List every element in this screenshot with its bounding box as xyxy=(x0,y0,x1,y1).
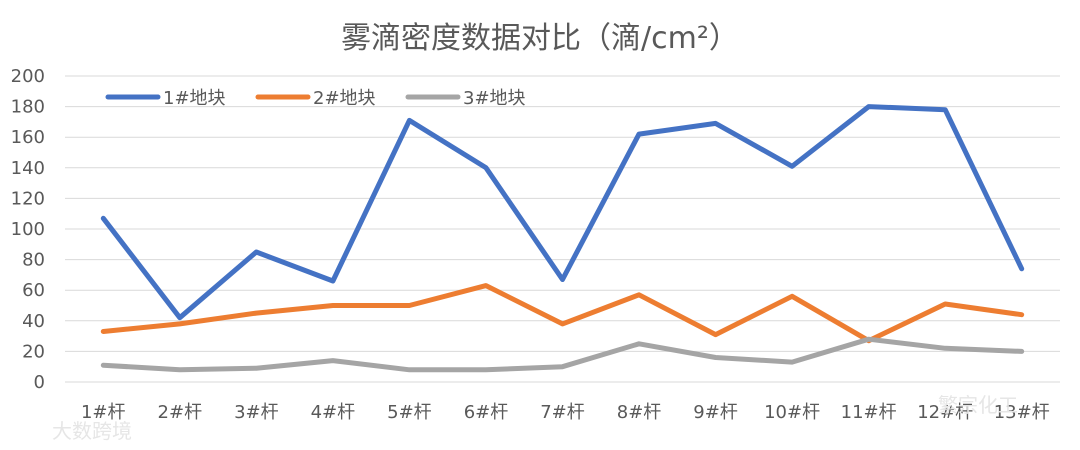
x-axis-ticks: 1#杆 2#杆 3#杆 4#杆 5#杆 6#杆 7#杆 8#杆 9#杆 10#杆 11#杆 12#杆 1… xyxy=(81,402,1050,423)
y-tick-label: 0 xyxy=(34,372,45,393)
series-line-1 xyxy=(100,104,1025,321)
series-lines xyxy=(100,104,1025,373)
x-tick-label: 8#杆 xyxy=(617,402,662,423)
x-tick-label: 3#杆 xyxy=(234,402,279,423)
x-tick-label: 13#杆 xyxy=(994,402,1050,423)
y-axis-ticks: 0 20 40 60 80 100 120 140 160 180 200 xyxy=(11,66,45,393)
x-tick-label: 11#杆 xyxy=(841,402,897,423)
series-line-3 xyxy=(100,336,1025,373)
y-tick-label: 100 xyxy=(11,219,45,240)
x-tick-label: 2#杆 xyxy=(158,402,203,423)
legend: 1#地块 2#地块 3#地块 xyxy=(105,88,526,109)
y-tick-label: 200 xyxy=(11,66,45,87)
x-tick-label: 6#杆 xyxy=(464,402,509,423)
y-tick-label: 20 xyxy=(22,341,45,362)
y-tick-label: 80 xyxy=(22,250,45,271)
y-tick-label: 120 xyxy=(11,188,45,209)
x-tick-label: 1#杆 xyxy=(81,402,126,423)
x-tick-label: 9#杆 xyxy=(693,402,738,423)
x-tick-label: 12#杆 xyxy=(917,402,973,423)
y-tick-label: 60 xyxy=(22,280,45,301)
legend-label-2: 2#地块 xyxy=(313,88,376,109)
watermarks: 大数跨境 繁宗化工 xyxy=(52,393,1018,443)
x-tick-label: 10#杆 xyxy=(764,402,820,423)
y-tick-label: 180 xyxy=(11,97,45,118)
legend-label-3: 3#地块 xyxy=(463,88,526,109)
x-tick-label: 5#杆 xyxy=(387,402,432,423)
x-tick-label: 7#杆 xyxy=(540,402,585,423)
watermark-right: 繁宗化工 xyxy=(938,393,1018,417)
y-tick-label: 40 xyxy=(22,311,45,332)
watermark-left: 大数跨境 xyxy=(52,419,132,443)
y-tick-label: 160 xyxy=(11,127,45,148)
x-tick-label: 4#杆 xyxy=(311,402,356,423)
series-line-2 xyxy=(100,283,1025,344)
chart-title: 雾滴密度数据对比（滴/cm²） xyxy=(341,21,739,56)
legend-label-1: 1#地块 xyxy=(163,88,226,109)
gridlines xyxy=(65,75,1060,383)
y-tick-label: 140 xyxy=(11,158,45,179)
